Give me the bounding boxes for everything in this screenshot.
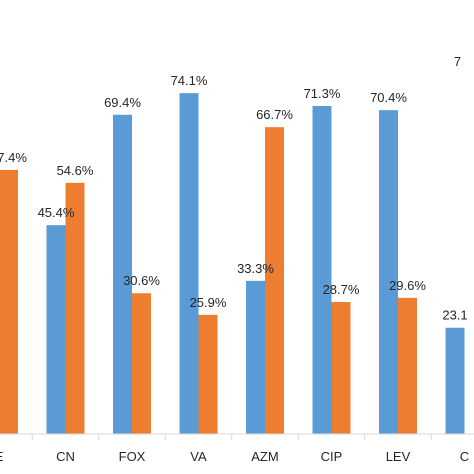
data-label-series-2-fox: 30.6% — [123, 273, 160, 288]
data-label-series-1-fox: 69.4% — [104, 95, 141, 110]
bar-series-1-lev — [379, 110, 398, 434]
data-label-series-1-va: 74.1% — [171, 73, 208, 88]
data-label-series-1-cip: 71.3% — [304, 86, 341, 101]
x-tick-label-lev: LEV — [386, 449, 411, 464]
data-label-series-1-c: 23.1 — [442, 308, 467, 323]
data-label-series-2-lev: 29.6% — [389, 278, 426, 293]
x-tick-label-fox: FOX — [119, 449, 146, 464]
bar-series-1-fox — [113, 114, 132, 434]
bar-series-1-cn — [46, 225, 66, 434]
bar-series-2-fox — [132, 293, 151, 434]
data-labels-layer: 6%45.4%69.4%74.1%33.3%71.3%70.4%23.157.4… — [0, 54, 468, 323]
data-label-series-2-e: 57.4% — [0, 150, 27, 165]
x-tick-label-cn: CN — [56, 449, 75, 464]
x-tick-label-azm: AZM — [251, 449, 278, 464]
data-label-series-1-cn: 45.4% — [38, 205, 75, 220]
data-label-series-2-va: 25.9% — [190, 295, 227, 310]
x-tick-labels-layer: E CN FOX VA AZM CIP LEV C — [0, 449, 469, 464]
bars-layer — [0, 93, 465, 435]
x-tick-label-e: E — [0, 449, 4, 464]
bar-series-2-cn — [65, 182, 85, 434]
data-label-series-2-azm: 66.7% — [256, 107, 293, 122]
bar-series-2-lev — [398, 297, 417, 434]
data-label-series-2-cip: 28.7% — [323, 282, 360, 297]
data-label-series-2-cn: 54.6% — [57, 163, 94, 178]
data-label-series-1-azm: 33.3% — [237, 261, 274, 276]
bar-series-1-azm — [246, 280, 265, 434]
bar-series-2-va — [198, 314, 218, 434]
bar-series-1-c — [445, 327, 465, 434]
bar-series-2-e — [0, 169, 18, 434]
x-ticks-layer — [31, 434, 432, 440]
bar-series-2-azm — [265, 127, 284, 435]
bar-series-1-cip — [312, 106, 332, 435]
x-tick-label-va: VA — [190, 449, 207, 464]
bar-series-1-va — [179, 93, 199, 434]
x-tick-label-c: C — [460, 449, 469, 464]
bar-series-2-cip — [331, 301, 351, 434]
data-label-series-1-lev: 70.4% — [370, 90, 407, 105]
x-tick-label-cip: CIP — [321, 449, 343, 464]
data-label-extra-1: 7 — [454, 54, 461, 69]
